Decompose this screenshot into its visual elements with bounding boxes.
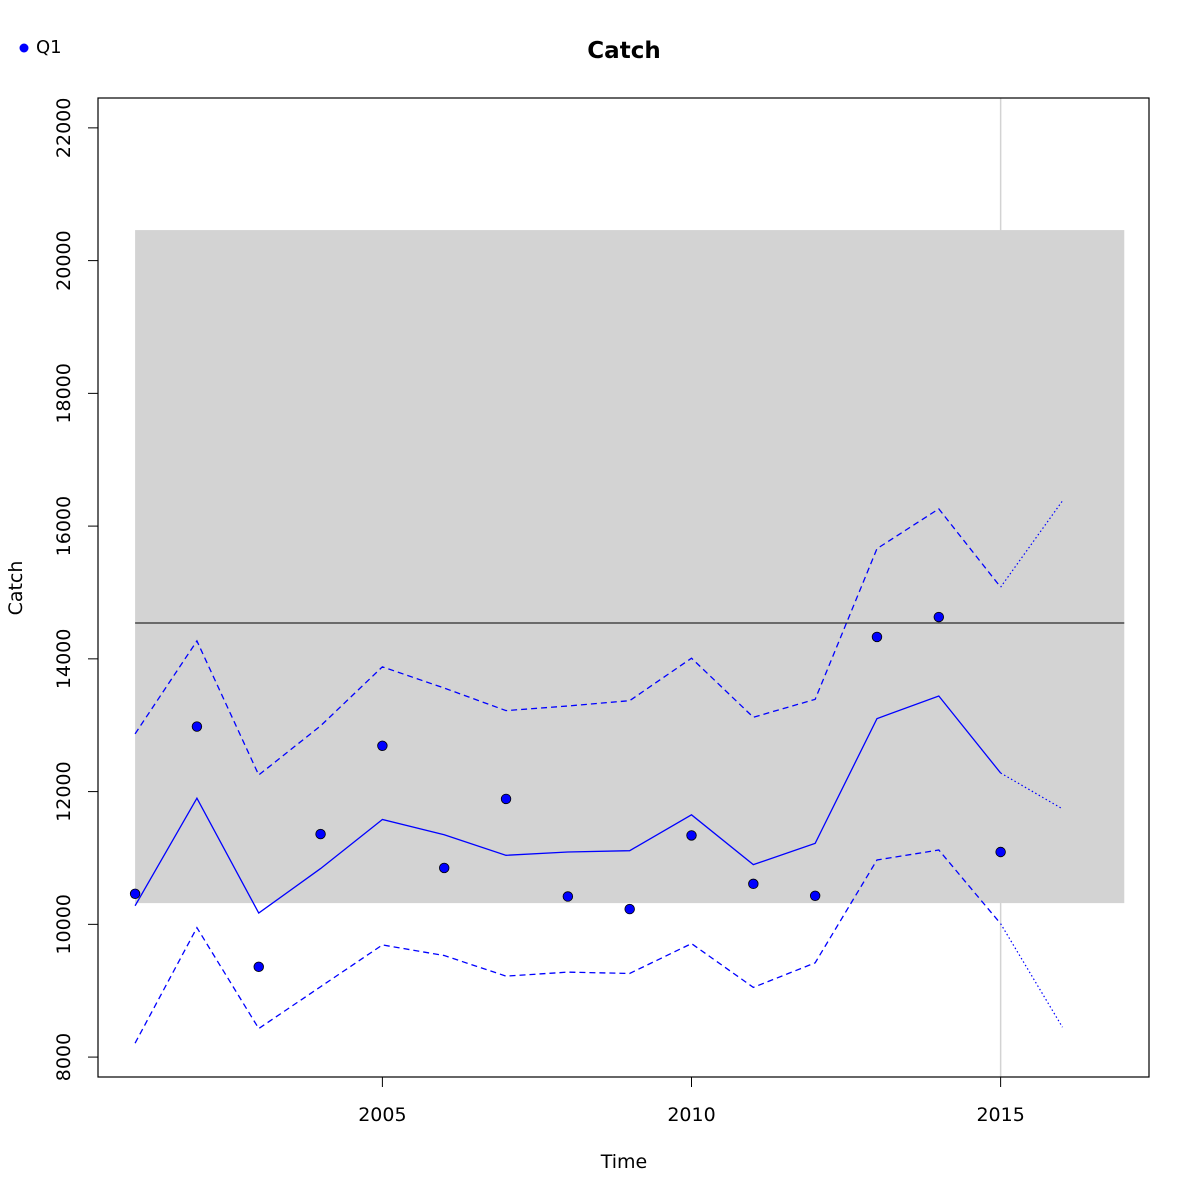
- data-point-2013: [871, 631, 883, 643]
- y-tick-label-14000: 14000: [53, 629, 75, 689]
- x-axis-label: Time: [600, 1151, 648, 1173]
- y-tick-label-18000: 18000: [53, 363, 75, 423]
- data-point-2007: [500, 793, 512, 805]
- data-point-2015: [995, 846, 1006, 858]
- legend-label-q1: Q1: [36, 37, 62, 58]
- shaded-band: [135, 230, 1125, 904]
- y-axis-label: Catch: [5, 561, 27, 616]
- data-point-2011: [748, 878, 759, 890]
- data-point-2008: [562, 891, 574, 902]
- data-point-2002: [191, 721, 203, 732]
- chart-title: Catch: [587, 38, 660, 64]
- series-line-dashed-2: [134, 507, 1002, 777]
- legend: Q1: [19, 37, 62, 58]
- x-axis: 2005 2010 2015: [358, 1077, 1025, 1126]
- data-point-2012: [809, 890, 821, 902]
- data-point-2006: [439, 862, 450, 874]
- x-tick-label-2010: 2010: [667, 1104, 715, 1126]
- data-point-2003: [253, 961, 264, 973]
- data-point-2014: [933, 611, 945, 623]
- x-tick-label-2005: 2005: [358, 1104, 406, 1126]
- data-point-2004: [315, 828, 326, 840]
- series-line-solid-1: [134, 695, 1002, 915]
- x-tick-label-2015: 2015: [976, 1104, 1024, 1126]
- y-tick-label-20000: 20000: [53, 230, 75, 290]
- series-line-dotted-5: [1000, 500, 1063, 588]
- y-tick-label-10000: 10000: [53, 894, 75, 954]
- legend-marker-q1: [19, 43, 29, 53]
- data-point-2005: [377, 740, 388, 751]
- plot-frame: [97, 97, 1150, 1078]
- plot-area: [129, 98, 1125, 1077]
- y-tick-label-8000: 8000: [53, 1033, 75, 1081]
- y-tick-label-22000: 22000: [53, 98, 75, 158]
- y-axis: 8000 10000 12000 14000 16000 18000 20000 22000: [53, 98, 98, 1081]
- y-tick-label-16000: 16000: [53, 496, 75, 556]
- series-line-dotted-6: [1000, 923, 1063, 1028]
- series-line-dashed-3: [134, 849, 1002, 1044]
- y-tick-label-12000: 12000: [53, 761, 75, 821]
- data-point-2010: [686, 830, 697, 841]
- data-point-2009: [624, 903, 635, 915]
- data-point-2001: [129, 888, 141, 900]
